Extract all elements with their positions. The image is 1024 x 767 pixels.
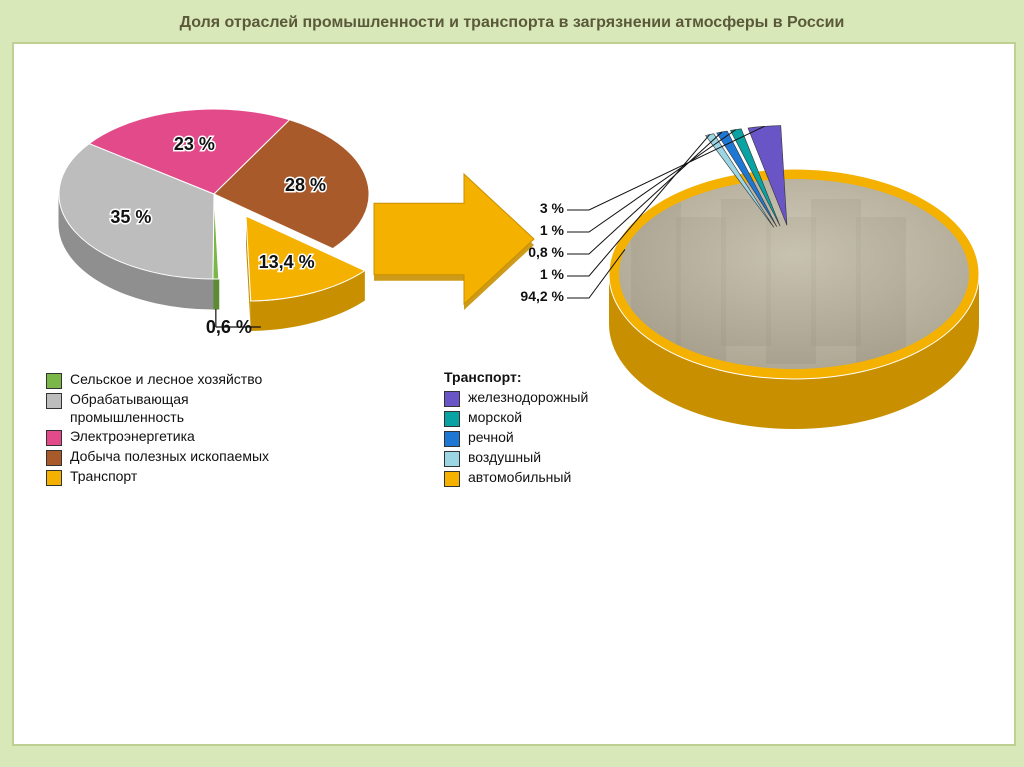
legend-swatch bbox=[46, 450, 62, 466]
legend-label: Электроэнергетика bbox=[70, 428, 195, 446]
svg-text:28 %: 28 % bbox=[285, 175, 326, 195]
svg-text:23 %: 23 % bbox=[174, 134, 215, 154]
legend-item: Сельское и лесное хозяйство bbox=[46, 371, 269, 389]
right-legend: Транспорт: железнодорожный морской речной во… bbox=[444, 369, 588, 489]
page-title: Доля отраслей промышленности и транспорт… bbox=[12, 8, 1012, 42]
legend-item: речной bbox=[444, 429, 588, 447]
legend-header: Транспорт: bbox=[444, 369, 588, 385]
legend-swatch bbox=[444, 451, 460, 467]
svg-text:35 %: 35 % bbox=[110, 207, 151, 227]
chart-panel: 13,4 % 35 % 23 % 28 % Сельское и лесное хоз… bbox=[12, 42, 1016, 746]
legend-label: речной bbox=[468, 429, 514, 447]
legend-swatch bbox=[444, 391, 460, 407]
legend-swatch bbox=[444, 431, 460, 447]
legend-label: автомобильный bbox=[468, 469, 571, 487]
legend-item: Электроэнергетика bbox=[46, 428, 269, 446]
legend-swatch bbox=[444, 471, 460, 487]
transport-percent-label: 1 % bbox=[509, 222, 564, 238]
legend-item: морской bbox=[444, 409, 588, 427]
legend-swatch bbox=[46, 470, 62, 486]
legend-item: Обрабатывающаяпромышленность bbox=[46, 391, 269, 426]
legend-label: Добыча полезных ископаемых bbox=[70, 448, 269, 466]
legend-item: железнодорожный bbox=[444, 389, 588, 407]
transport-percent-label: 1 % bbox=[509, 266, 564, 282]
legend-label: воздушный bbox=[468, 449, 541, 467]
left-legend: Сельское и лесное хозяйство Обрабатывающа… bbox=[46, 369, 269, 488]
legend-item: воздушный bbox=[444, 449, 588, 467]
legend-swatch bbox=[46, 430, 62, 446]
transport-percent-label: 94,2 % bbox=[509, 288, 564, 304]
svg-text:13,4 %: 13,4 % bbox=[259, 252, 315, 272]
transport-percent-label: 0,8 % bbox=[509, 244, 564, 260]
legend-label: железнодорожный bbox=[468, 389, 588, 407]
legend-label: Транспорт bbox=[70, 468, 137, 486]
left-pie-small-slice-callout: 0,6 % bbox=[206, 317, 252, 338]
legend-item: автомобильный bbox=[444, 469, 588, 487]
legend-label: морской bbox=[468, 409, 522, 427]
transport-percent-label: 3 % bbox=[509, 200, 564, 216]
legend-label: Обрабатывающаяпромышленность bbox=[70, 391, 189, 426]
legend-swatch bbox=[46, 373, 62, 389]
legend-item: Транспорт bbox=[46, 468, 269, 486]
legend-swatch bbox=[46, 393, 62, 409]
legend-label: Сельское и лесное хозяйство bbox=[70, 371, 262, 389]
legend-swatch bbox=[444, 411, 460, 427]
legend-item: Добыча полезных ископаемых bbox=[46, 448, 269, 466]
